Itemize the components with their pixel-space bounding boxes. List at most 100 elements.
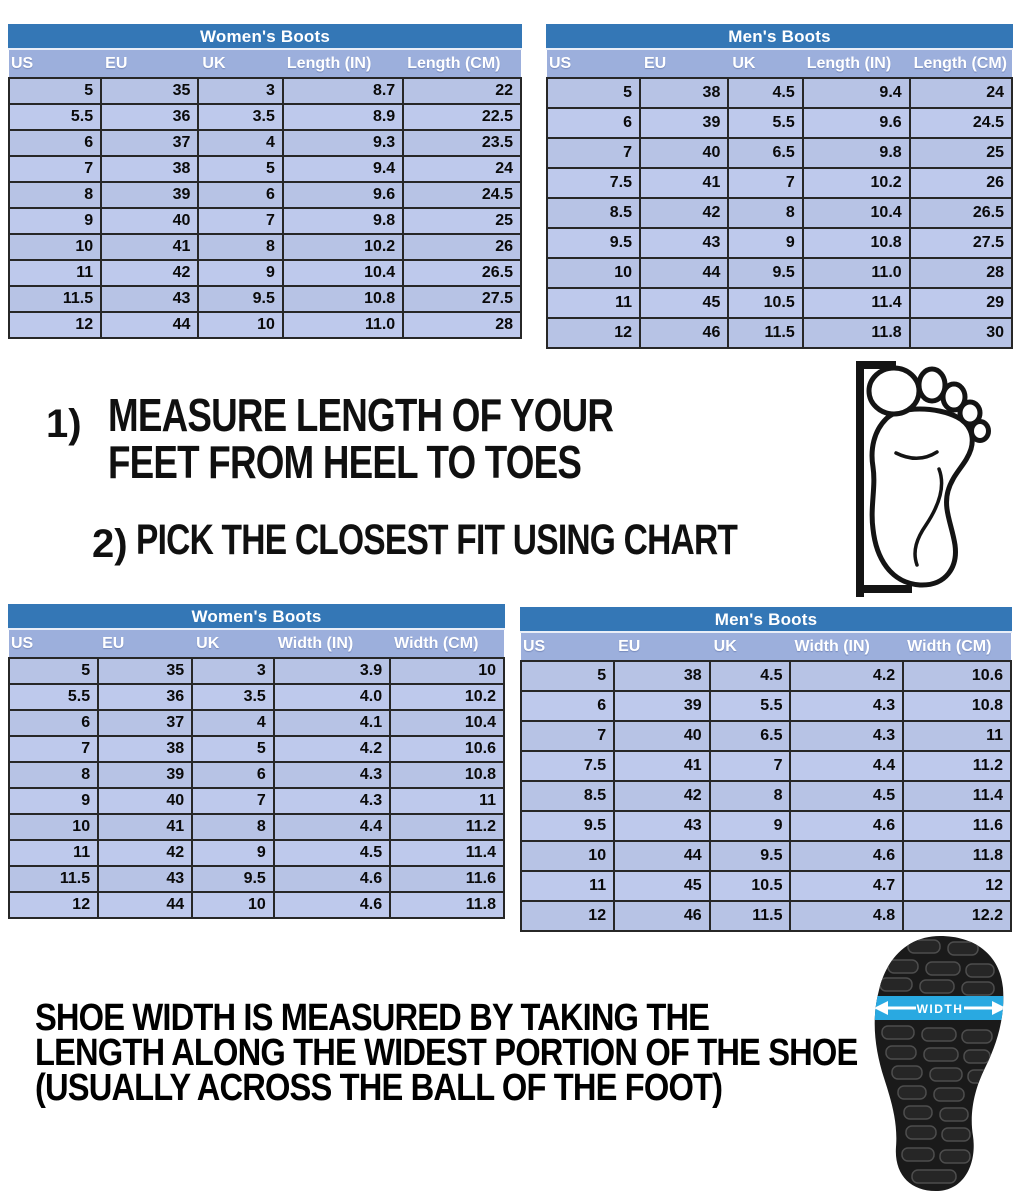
table-row: 7 40 6.5 9.8 25 <box>546 137 1014 169</box>
table-cell: 3 <box>197 77 284 105</box>
column-header: UK <box>198 50 283 78</box>
width-note-text: SHOE WIDTH IS MEASURED BY TAKING THE LEN… <box>35 999 858 1107</box>
column-header: Width (IN) <box>273 630 391 658</box>
table-cell: 3.5 <box>197 103 284 131</box>
table-cell: 10.8 <box>902 690 1012 722</box>
table-cell: 26.5 <box>402 259 522 287</box>
table-cell: 8 <box>197 233 284 261</box>
table-cell: 40 <box>613 720 711 752</box>
column-header: UK <box>728 50 803 78</box>
table-cell: 8.5 <box>546 197 641 229</box>
table-title: Women's Boots <box>8 604 505 630</box>
table-cell: 27.5 <box>908 227 1014 259</box>
table-cell: 10 <box>389 657 505 685</box>
mens-length-grid: US EU UK Length (IN) Length (CM) 5 38 4.5 9.4 24 6… <box>546 50 1014 349</box>
table-cell: 38 <box>613 660 711 692</box>
table-cell: 8 <box>7 761 100 789</box>
table-row: 12 46 11.5 11.8 30 <box>546 317 1014 349</box>
table-cell: 6.5 <box>727 137 804 169</box>
table-cell: 44 <box>97 891 194 919</box>
width-note-line2: LENGTH ALONG THE WIDEST PORTION OF THE S… <box>35 1032 858 1074</box>
table-cell: 9.8 <box>281 207 405 235</box>
table-cell: 4.3 <box>789 690 905 722</box>
table-cell: 26 <box>908 167 1014 199</box>
table-cell: 8.5 <box>519 780 616 812</box>
table-cell: 9 <box>708 810 792 842</box>
table-cell: 8 <box>191 813 275 841</box>
table-cell: 9 <box>191 839 275 867</box>
table-cell: 5 <box>546 77 641 109</box>
table-cell: 10.6 <box>389 735 505 763</box>
table-row: 9 40 7 9.8 25 <box>7 207 522 235</box>
table-cell: 9.5 <box>519 810 616 842</box>
table-cell: 11.4 <box>389 839 505 867</box>
table-cell: 6.5 <box>708 720 792 752</box>
foot-measure-illustration <box>856 361 991 597</box>
table-row: 10 44 9.5 4.6 11.8 <box>519 840 1012 872</box>
table-cell: 6 <box>519 690 616 722</box>
table-cell: 43 <box>97 865 194 893</box>
table-row: 7.5 41 7 10.2 26 <box>546 167 1014 199</box>
table-cell: 41 <box>638 167 730 199</box>
table-row: 5 35 3 3.9 10 <box>7 657 505 685</box>
table-cell: 5.5 <box>7 683 100 711</box>
table-row: 8 39 6 9.6 24.5 <box>7 181 522 209</box>
table-cell: 37 <box>97 709 194 737</box>
table-cell: 5 <box>7 77 103 105</box>
table-cell: 10.8 <box>801 227 911 259</box>
arrow-left-icon <box>874 1001 888 1015</box>
table-cell: 12 <box>519 900 616 932</box>
table-row: 9.5 43 9 10.8 27.5 <box>546 227 1014 259</box>
shoe-sole-illustration: WIDTH <box>874 936 1004 1192</box>
table-cell: 35 <box>97 657 194 685</box>
table-cell: 5 <box>519 660 616 692</box>
table-cell: 24 <box>908 77 1014 109</box>
table-cell: 9 <box>7 207 103 235</box>
table-cell: 6 <box>197 181 284 209</box>
table-cell: 11 <box>7 259 103 287</box>
table-cell: 8.7 <box>281 77 405 105</box>
table-cell: 44 <box>613 840 711 872</box>
table-cell: 3.5 <box>191 683 275 711</box>
womens-width-grid: US EU UK Width (IN) Width (CM) 5 35 3 3.9 10 5.5 36… <box>7 630 505 919</box>
table-cell: 11 <box>7 839 100 867</box>
table-cell: 22.5 <box>402 103 522 131</box>
table-cell: 4.3 <box>272 787 392 815</box>
table-cell: 11.8 <box>801 317 911 349</box>
table-cell: 8 <box>727 197 804 229</box>
table-cell: 11 <box>902 720 1012 752</box>
table-cell: 10.5 <box>727 287 804 319</box>
table-cell: 26 <box>402 233 522 261</box>
table-cell: 10.4 <box>801 197 911 229</box>
table-cell: 10 <box>546 257 641 289</box>
table-cell: 29 <box>908 287 1014 319</box>
table-cell: 11.6 <box>902 810 1012 842</box>
table-cell: 9.4 <box>801 77 911 109</box>
foot-outline-icon <box>866 365 991 588</box>
table-cell: 46 <box>638 317 730 349</box>
table-cell: 12 <box>546 317 641 349</box>
column-header: EU <box>101 50 199 78</box>
table-cell: 4.7 <box>789 870 905 902</box>
column-header: EU <box>614 633 710 661</box>
table-row: 8.5 42 8 4.5 11.4 <box>519 780 1012 812</box>
table-cell: 40 <box>97 787 194 815</box>
table-row: 6 37 4 4.1 10.4 <box>7 709 505 737</box>
table-row: 12 44 10 4.6 11.8 <box>7 891 505 919</box>
table-cell: 42 <box>97 839 194 867</box>
womens-length-grid: US EU UK Length (IN) Length (CM) 5 35 3 8.7 22 5.5… <box>7 50 522 339</box>
table-row: 12 46 11.5 4.8 12.2 <box>519 900 1012 932</box>
table-cell: 10.8 <box>389 761 505 789</box>
table-cell: 43 <box>638 227 730 259</box>
table-cell: 11 <box>389 787 505 815</box>
table-row: 5.5 36 3.5 8.9 22.5 <box>7 103 522 131</box>
table-cell: 4.5 <box>708 660 792 692</box>
table-cell: 42 <box>638 197 730 229</box>
table-cell: 26.5 <box>908 197 1014 229</box>
width-band-label: WIDTH <box>917 1002 964 1016</box>
table-cell: 11.6 <box>389 865 505 893</box>
table-cell: 5 <box>191 735 275 763</box>
table-cell: 4.3 <box>789 720 905 752</box>
table-cell: 30 <box>908 317 1014 349</box>
table-cell: 39 <box>97 761 194 789</box>
